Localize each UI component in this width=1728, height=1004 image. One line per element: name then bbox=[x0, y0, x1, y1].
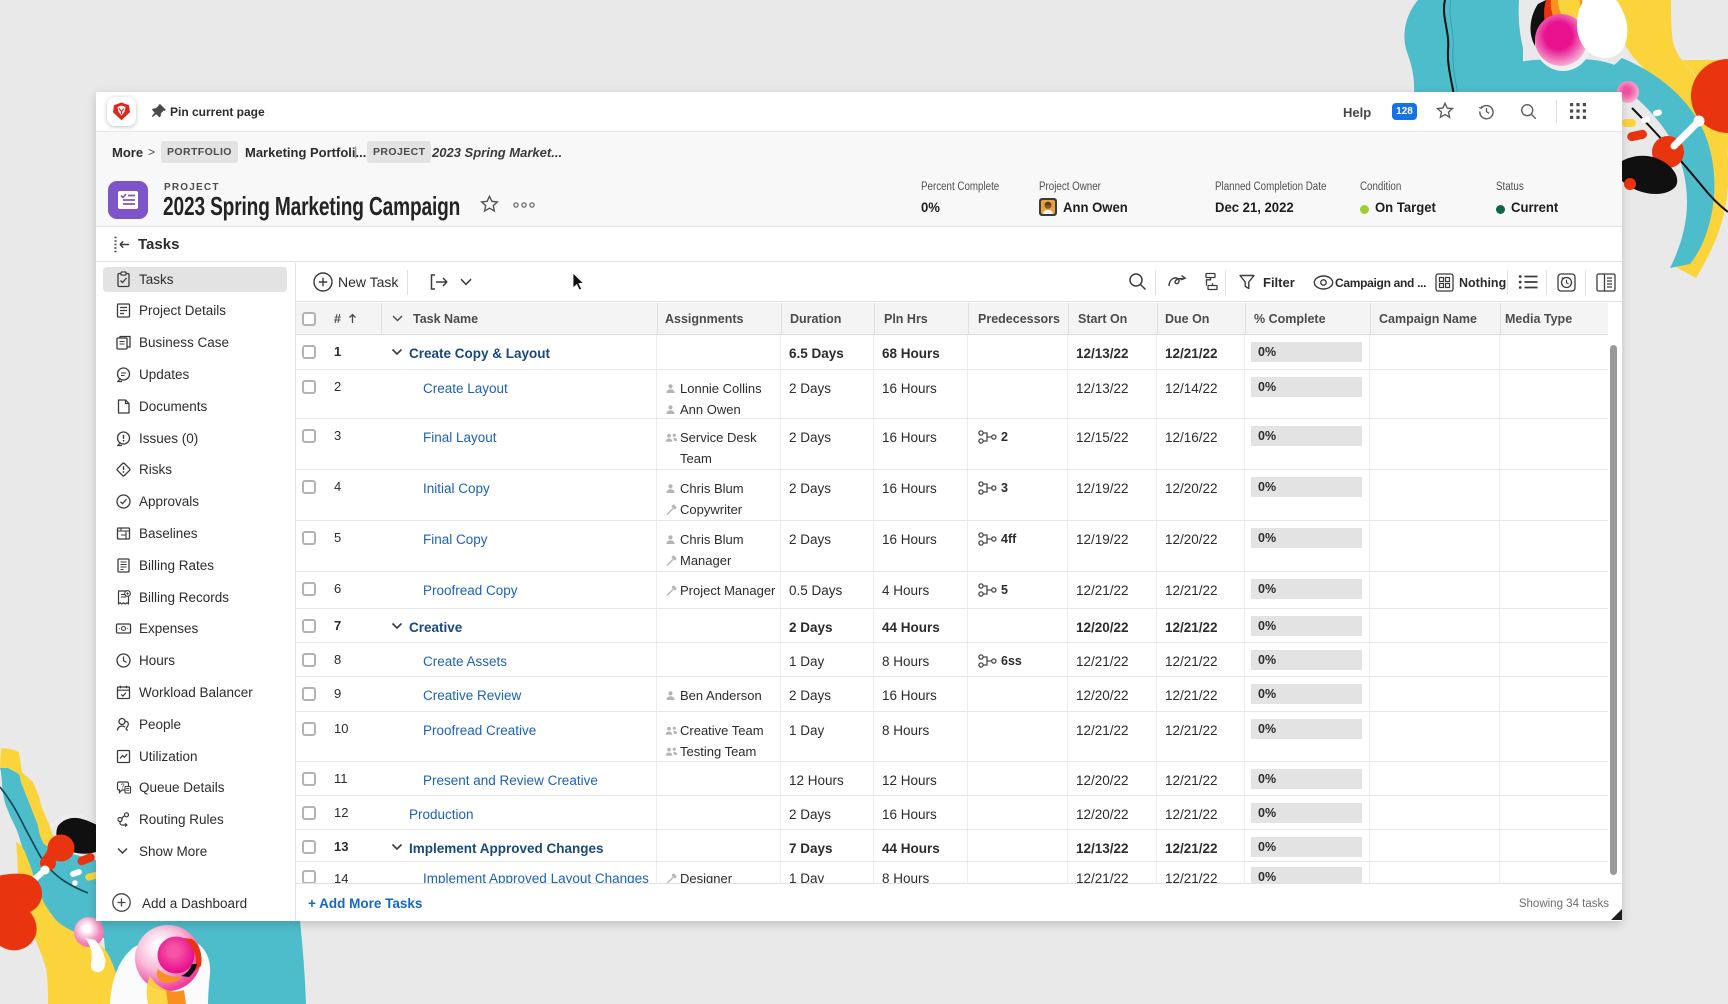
svg-text:?: ? bbox=[121, 784, 125, 791]
